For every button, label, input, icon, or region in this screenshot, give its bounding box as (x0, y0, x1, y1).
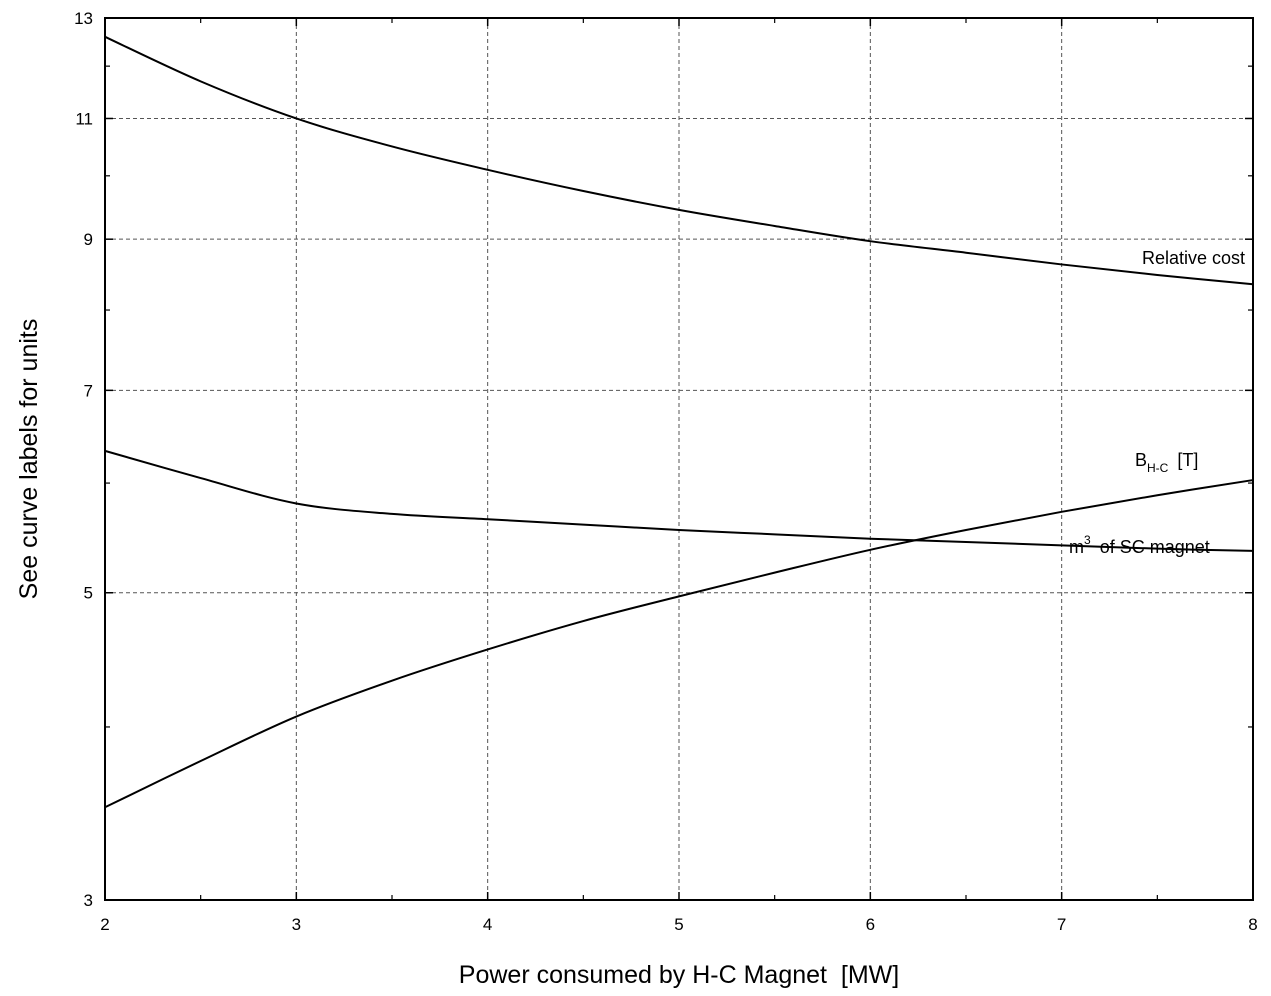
b-hc-label-subscript: H-C (1147, 461, 1169, 475)
x-tick-label: 5 (674, 915, 683, 934)
x-tick-label: 4 (483, 915, 492, 934)
y-axis-title: See curve labels for units (15, 319, 43, 600)
b-hc-label-base: B (1135, 450, 1147, 470)
x-axis-title: Power consumed by H-C Magnet [MW] (459, 961, 899, 989)
sc-magnet-label-superscript: 3 (1084, 533, 1091, 547)
sc-magnet-volume-line (104, 449, 1254, 552)
sc-magnet-label-suffix: of SC magnet (1100, 537, 1210, 557)
b-hc-label: BH-C [T] (1135, 450, 1198, 475)
x-tick-label: 2 (100, 915, 109, 934)
b-hc-line (104, 479, 1254, 809)
relative-cost-line (104, 35, 1254, 286)
y-tick-label: 9 (84, 230, 93, 249)
y-tick-label: 7 (84, 381, 93, 400)
grid (105, 18, 1253, 900)
sc-magnet-label: m3 of SC magnet (1069, 533, 1210, 557)
x-tick-label: 7 (1057, 915, 1066, 934)
y-tick-label: 3 (84, 891, 93, 910)
y-tick-label: 11 (75, 109, 93, 128)
x-tick-label: 3 (292, 915, 301, 934)
y-tick-label: 5 (84, 584, 93, 603)
relative-cost-label: Relative cost (1142, 248, 1245, 268)
x-tick-label: 6 (866, 915, 875, 934)
series-lines (104, 35, 1254, 809)
b-hc-label-unit: [T] (1177, 450, 1198, 470)
sc-magnet-label-base: m (1069, 537, 1084, 557)
x-tick-label: 8 (1248, 915, 1257, 934)
y-tick-label: 13 (74, 9, 93, 28)
